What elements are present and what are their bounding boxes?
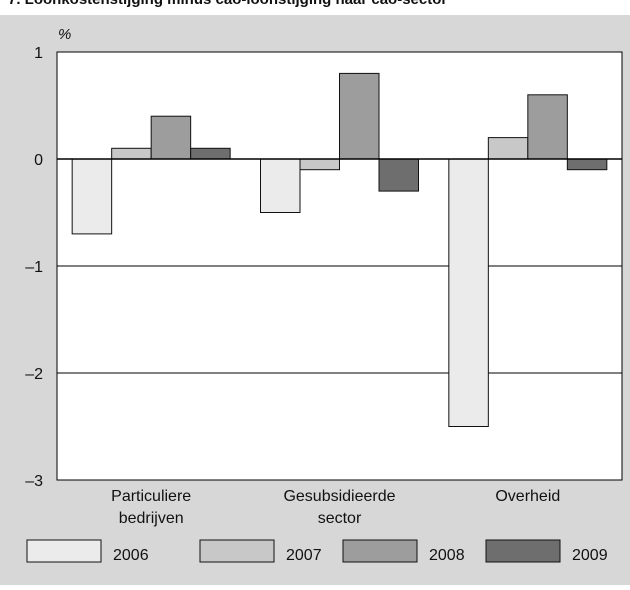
bar-chart: 1 0 –1 –2 –3% Particuliere bedrijven Gesubsidie… bbox=[0, 15, 630, 585]
bar-2008 bbox=[340, 73, 380, 159]
y-tick-label: 1 bbox=[34, 45, 43, 62]
chart-title: 7. Loonkostenstijging minus cao-loonstij… bbox=[8, 0, 447, 8]
legend-label-2006: 2006 bbox=[113, 547, 149, 564]
x-category-label: sector bbox=[318, 510, 362, 527]
x-category-label: Overheid bbox=[495, 488, 560, 505]
legend-label-2009: 2009 bbox=[572, 547, 608, 564]
bar-2006 bbox=[261, 159, 301, 213]
legend-swatch-2008 bbox=[343, 540, 417, 562]
bar-2006 bbox=[72, 159, 112, 234]
title-strip: 7. Loonkostenstijging minus cao-loonstij… bbox=[0, 0, 630, 10]
y-axis-label: % bbox=[58, 26, 71, 43]
bar-2006 bbox=[449, 159, 489, 427]
bar-2009 bbox=[191, 148, 231, 159]
chart-panel: 1 0 –1 –2 –3% Particuliere bedrijven Gesubsidie… bbox=[0, 15, 630, 585]
legend-swatch-2006 bbox=[27, 540, 101, 562]
x-category-label: Particuliere bbox=[111, 488, 191, 505]
bar-2009 bbox=[379, 159, 419, 191]
y-tick-label: –1 bbox=[25, 259, 43, 276]
bar-2007 bbox=[488, 138, 528, 159]
bar-2007 bbox=[300, 159, 340, 170]
bar-2008 bbox=[151, 116, 191, 159]
legend-swatch-2009 bbox=[486, 540, 560, 562]
bar-2009 bbox=[567, 159, 607, 170]
y-tick-label: 0 bbox=[34, 152, 43, 169]
legend-swatch-2007 bbox=[200, 540, 274, 562]
bar-2008 bbox=[528, 95, 568, 159]
x-category-label: Gesubsidieerde bbox=[283, 488, 395, 505]
y-tick-label: –3 bbox=[25, 473, 43, 490]
bar-2007 bbox=[112, 148, 151, 159]
x-category-label: bedrijven bbox=[119, 510, 184, 527]
y-tick-label: –2 bbox=[25, 366, 43, 383]
legend-label-2007: 2007 bbox=[286, 547, 322, 564]
legend-label-2008: 2008 bbox=[429, 547, 465, 564]
